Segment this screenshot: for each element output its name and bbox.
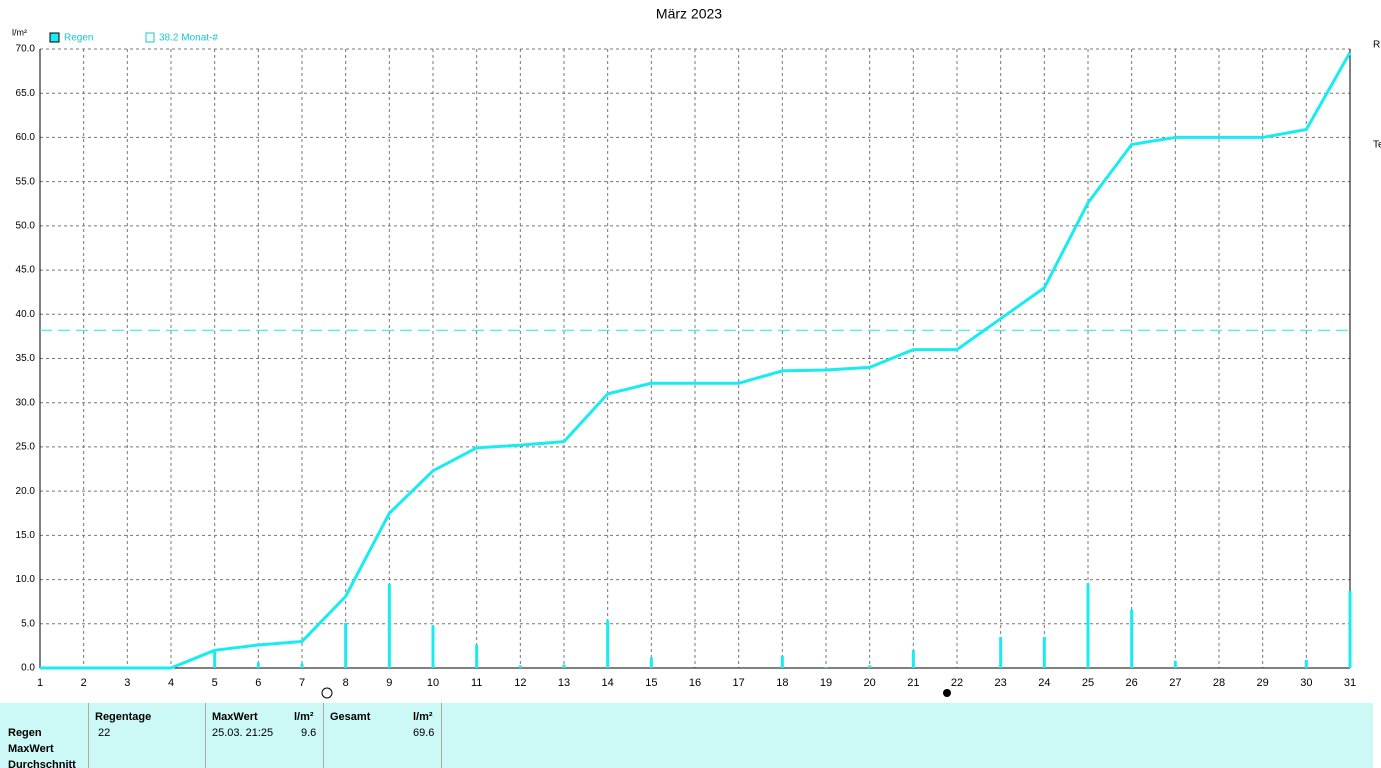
x-tick-label: 23	[995, 677, 1007, 689]
bar	[1130, 609, 1134, 668]
bar	[387, 583, 391, 668]
y-tick-label: 65.0	[16, 88, 36, 99]
bar	[780, 655, 784, 668]
x-tick-label: 28	[1213, 677, 1225, 689]
x-tick-label: 3	[124, 677, 130, 689]
cell: 25.03. 21:25	[212, 727, 274, 739]
x-tick-label: 2	[81, 677, 87, 689]
y-tick-label: 15.0	[16, 530, 36, 541]
x-tick-label: 16	[689, 677, 701, 689]
x-tick-label: 8	[343, 677, 349, 689]
separator	[205, 703, 206, 768]
y-tick-label: 55.0	[16, 176, 36, 187]
bar	[1304, 660, 1308, 668]
x-tick-label: 14	[602, 677, 614, 689]
legend-swatch	[145, 32, 155, 43]
x-tick-label: 19	[820, 677, 832, 689]
y-tick-label: 20.0	[16, 486, 36, 497]
cell: 22	[98, 727, 111, 739]
separator	[88, 703, 89, 768]
x-tick-label: 5	[212, 677, 218, 689]
cumulative-line	[40, 51, 1352, 670]
y-tick-label: 50.0	[16, 220, 36, 231]
x-tick-label: 25	[1082, 677, 1094, 689]
side-label: Te	[1373, 140, 1381, 151]
cell: 9.6	[301, 727, 317, 739]
bar	[300, 663, 304, 668]
row-label: MaxWert	[8, 743, 54, 755]
bar	[431, 625, 435, 668]
y-tick-label: 40.0	[16, 309, 36, 320]
x-tick-label: 27	[1169, 677, 1181, 689]
y-tick-label: 10.0	[16, 574, 36, 585]
y-tick-label: 30.0	[16, 397, 36, 408]
x-tick-label: 26	[1126, 677, 1138, 689]
x-tick-label: 12	[514, 677, 526, 689]
x-tick-label: 18	[776, 677, 788, 689]
bar	[475, 645, 479, 668]
moon-icon	[321, 687, 333, 699]
y-tick-label: 25.0	[16, 442, 36, 453]
row-label: Durchschnitt	[8, 759, 76, 768]
header: Regentage	[95, 711, 152, 723]
x-tick-label: 20	[864, 677, 876, 689]
x-tick-label: 31	[1344, 677, 1356, 689]
header: l/m²	[413, 711, 433, 723]
bar	[1086, 583, 1090, 668]
y-axis-label: l/m²	[12, 27, 27, 37]
bar	[518, 665, 522, 668]
x-tick-label: 13	[558, 677, 570, 689]
header: l/m²	[294, 711, 314, 723]
x-tick-label: 24	[1038, 677, 1050, 689]
bar	[606, 620, 610, 668]
y-tick-label: 0.0	[21, 663, 35, 674]
header: MaxWert	[212, 711, 258, 723]
x-tick-label: 22	[951, 677, 963, 689]
x-tick-label: 6	[255, 677, 261, 689]
bar	[256, 662, 260, 668]
y-tick-label: 60.0	[16, 132, 36, 143]
bar	[911, 650, 915, 668]
y-tick-label: 70.0	[16, 44, 36, 55]
y-tick-label: 35.0	[16, 353, 36, 364]
bar	[1348, 591, 1352, 668]
chart-title: März 2023	[656, 6, 722, 22]
x-tick-label: 4	[168, 677, 174, 689]
cell: 69.6	[413, 727, 435, 739]
bar	[999, 637, 1003, 668]
side-label: R	[1373, 40, 1380, 51]
bar	[1042, 637, 1046, 668]
row-label: Regen	[8, 727, 42, 739]
x-tick-label: 9	[386, 677, 392, 689]
summary-table: Regen MaxWert Durchschnitt Regentage Max…	[0, 703, 1373, 768]
x-tick-label: 7	[299, 677, 305, 689]
x-tick-label: 29	[1257, 677, 1269, 689]
y-tick-label: 5.0	[21, 618, 35, 629]
chart: März 2023 l/m² Regen 38.2 Monat-# R Te 0…	[12, 6, 1381, 699]
x-tick-label: 10	[427, 677, 439, 689]
bar	[344, 622, 348, 668]
legend-label: Regen	[64, 33, 93, 44]
bar	[824, 667, 828, 668]
x-tick-label: 11	[471, 677, 482, 689]
bar	[649, 657, 653, 668]
bar	[1173, 660, 1177, 668]
moon-icon	[943, 689, 951, 697]
bar	[868, 665, 872, 668]
separator	[441, 703, 442, 768]
x-tick-label: 30	[1300, 677, 1312, 689]
legend-label: 38.2 Monat-#	[159, 33, 218, 44]
x-tick-label: 17	[733, 677, 745, 689]
y-tick-label: 45.0	[16, 265, 36, 276]
x-tick-label: 1	[37, 677, 43, 689]
header: Gesamt	[330, 711, 371, 723]
x-tick-label: 15	[645, 677, 657, 689]
x-tick-label: 21	[907, 677, 919, 689]
separator	[323, 703, 324, 768]
bar	[562, 664, 566, 668]
legend-swatch	[49, 32, 60, 43]
bar	[213, 650, 217, 668]
